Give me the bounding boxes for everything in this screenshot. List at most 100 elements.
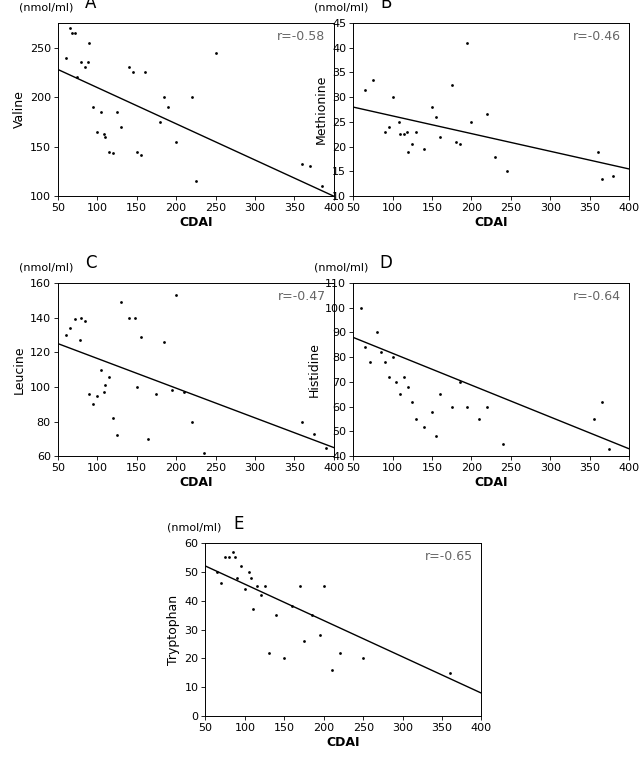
Point	[455, 138, 465, 150]
Point	[92, 126, 102, 138]
Point	[272, 609, 282, 621]
Point	[462, 37, 473, 49]
Y-axis label: Histidine: Histidine	[308, 342, 321, 397]
Point	[88, 398, 98, 410]
Y-axis label: Tryptophan: Tryptophan	[167, 594, 180, 664]
Point	[297, 415, 308, 427]
Point	[143, 433, 153, 445]
Point	[244, 565, 254, 578]
Point	[152, 388, 162, 400]
Point	[589, 413, 599, 425]
Point	[135, 331, 146, 343]
Text: r=-0.46: r=-0.46	[573, 30, 621, 43]
Point	[211, 46, 221, 59]
Point	[403, 381, 413, 393]
Point	[76, 56, 87, 69]
Point	[171, 289, 181, 301]
Point	[104, 370, 114, 383]
Point	[419, 143, 429, 155]
Point	[92, 389, 102, 402]
Point	[360, 84, 370, 96]
Point	[279, 652, 290, 664]
Point	[427, 405, 437, 418]
Point	[132, 146, 142, 158]
Point	[482, 108, 492, 120]
Point	[64, 21, 74, 34]
Text: r=-0.65: r=-0.65	[425, 550, 473, 563]
Y-axis label: Leucine: Leucine	[13, 345, 26, 394]
Point	[593, 146, 603, 158]
Point	[248, 604, 258, 616]
Point	[73, 71, 83, 83]
Point	[70, 27, 80, 39]
Point	[368, 74, 378, 86]
Point	[502, 165, 512, 178]
Point	[399, 128, 410, 140]
Point	[419, 421, 429, 433]
Point	[403, 146, 413, 158]
Point	[216, 578, 227, 590]
Point	[124, 312, 134, 324]
Point	[112, 429, 122, 441]
Point	[317, 180, 327, 192]
Point	[379, 356, 390, 368]
Point	[171, 136, 181, 148]
Point	[163, 101, 173, 113]
Point	[596, 173, 607, 185]
Point	[490, 150, 500, 162]
Point	[252, 580, 262, 592]
Point	[139, 66, 150, 78]
Point	[104, 146, 114, 158]
Point	[358, 652, 369, 664]
Point	[100, 379, 110, 391]
Point	[83, 56, 93, 69]
Point	[608, 170, 618, 182]
Point	[365, 356, 376, 368]
X-axis label: CDAI: CDAI	[179, 476, 213, 489]
Point	[132, 381, 142, 393]
Point	[435, 131, 445, 143]
Text: (nmol/ml): (nmol/ml)	[19, 262, 73, 273]
Point	[498, 437, 508, 450]
Point	[307, 609, 317, 621]
Point	[392, 376, 402, 388]
Point	[299, 635, 309, 647]
Point	[431, 431, 441, 443]
Point	[431, 110, 441, 123]
Point	[224, 551, 234, 563]
Point	[318, 580, 329, 592]
Point	[246, 572, 256, 584]
Point	[295, 580, 305, 592]
Point	[305, 160, 315, 172]
Point	[372, 326, 382, 338]
Point	[159, 336, 169, 348]
Point	[256, 589, 266, 601]
Point	[383, 120, 394, 133]
Point	[462, 401, 473, 413]
Text: (nmol/ml): (nmol/ml)	[167, 523, 221, 533]
Point	[228, 546, 238, 558]
Point	[155, 116, 166, 128]
Y-axis label: Valine: Valine	[13, 91, 26, 129]
Text: r=-0.64: r=-0.64	[573, 290, 621, 303]
Point	[98, 386, 108, 399]
Point	[411, 413, 421, 425]
Text: D: D	[380, 255, 393, 273]
X-axis label: CDAI: CDAI	[327, 736, 360, 749]
Point	[239, 583, 250, 595]
Point	[220, 551, 230, 563]
Point	[60, 51, 71, 63]
Point	[327, 664, 337, 676]
Text: r=-0.47: r=-0.47	[277, 290, 325, 303]
X-axis label: CDAI: CDAI	[474, 216, 508, 229]
Point	[230, 551, 241, 563]
Point	[198, 447, 209, 459]
Point	[84, 388, 94, 400]
Point	[394, 116, 404, 128]
Point	[287, 600, 297, 613]
Point	[604, 443, 614, 455]
Y-axis label: Methionine: Methionine	[315, 75, 328, 144]
Point	[474, 413, 485, 425]
Point	[334, 647, 345, 659]
Text: C: C	[85, 255, 97, 273]
